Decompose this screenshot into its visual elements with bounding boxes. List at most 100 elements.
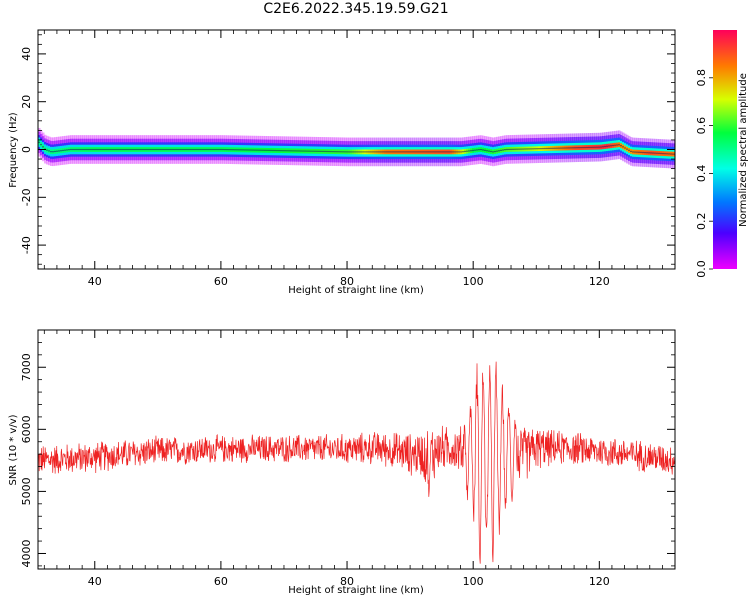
ridge-center [616,144,619,146]
ridge-center [462,151,465,153]
ridge-center [68,149,71,151]
ridge-center [460,151,463,153]
ridge-center [260,149,263,151]
ridge-center [138,148,141,151]
ridge-center [190,148,193,151]
ridge-center [214,148,217,151]
ridge-center [504,149,507,151]
y-tick-label: 5000 [20,477,33,505]
ridge-center [508,148,511,151]
ridge-center [154,148,157,151]
ridge-center [76,148,79,151]
ridge-center [420,151,423,153]
ridge-center [198,148,201,151]
ridge-center [122,148,125,151]
ridge-center [368,151,371,153]
ridge-center [512,148,515,150]
ridge-center [404,151,407,153]
ridge-center [482,149,485,151]
ridge-center [230,149,233,151]
ridge-center [300,150,303,152]
ridge-center [238,149,241,151]
ridge-center [410,151,413,153]
ridge-center [660,152,663,155]
ridge-center [592,146,595,148]
ridge-center [100,148,103,151]
ridge-center [182,148,185,151]
ridge-center [518,148,521,150]
ridge-center [414,151,417,153]
ridge-center [544,147,547,150]
ridge-center [310,150,313,152]
ridge-center [78,148,81,151]
colorbar-label: Normalized spectral amplitude [738,73,749,227]
ridge-center [142,148,145,151]
ridge-center [542,147,545,150]
ridge-center [578,147,581,149]
ridge-center [352,151,355,153]
ridge-center [538,148,541,150]
ridge-center [382,151,385,153]
ridge-center [424,151,427,153]
ridge-center [364,151,367,153]
ridge-center [488,150,491,152]
ridge-center [434,151,437,153]
ridge-center [220,148,223,151]
ridge-center [48,150,51,152]
ridge-center [662,152,665,155]
ridge-center [146,148,149,151]
spectrogram-x-label: Height of straight line (km) [288,285,424,296]
ridge-center [338,151,341,153]
ridge-center [326,150,329,153]
ridge-center [500,149,503,151]
ridge-center [270,149,273,152]
ridge-center [580,146,583,149]
ridge-center [510,148,513,150]
ridge-center [348,151,351,153]
ridge-center [66,149,69,151]
ridge-center [438,151,441,153]
ridge-center [380,151,383,153]
ridge-center [286,150,289,152]
ridge-center [72,148,75,151]
colorbar-tick-label: 0.4 [695,165,708,183]
ridge-center [556,147,559,149]
ridge-center [200,148,203,151]
ridge-center [628,149,631,151]
snr-ticks: 40 60 80 100 120 4000 5000 6000 7000 [20,329,676,588]
ridge-center [470,150,473,152]
ridge-center [298,150,301,152]
y-tick-label: 4000 [20,539,33,567]
ridge-center [294,150,297,152]
ridge-center [640,151,643,153]
ridge-center [566,147,569,149]
ridge-center [130,148,133,151]
ridge-center [174,148,177,151]
ridge-center [336,151,339,153]
ridge-center [450,151,453,153]
ridge-center [408,151,411,153]
ridge-center [226,148,229,151]
ridge-center [254,149,257,151]
ridge-center [390,151,393,153]
ridge-center [394,151,397,153]
ridge-center [598,146,601,148]
chart-title: C2E6.2022.345.19.59.G21 [263,1,449,17]
ridge-center [554,147,557,149]
ridge-center [590,146,593,148]
ridge-center [192,148,195,151]
ridge-center [604,145,607,148]
ridge-center [426,151,429,153]
ridge-center [524,148,527,150]
y-tick-label: 0 [20,146,33,153]
ridge-center [664,153,667,155]
ridge-center [650,152,653,154]
ridge-center [158,148,161,151]
ridge-center [568,147,571,149]
ridge-center [360,151,363,153]
ridge-center [104,148,107,151]
ridge-center [458,151,461,153]
ridge-center [212,148,215,151]
colorbar-ticks: 0.0 0.2 0.4 0.6 0.8 [695,69,713,278]
ridge-center [172,148,175,151]
